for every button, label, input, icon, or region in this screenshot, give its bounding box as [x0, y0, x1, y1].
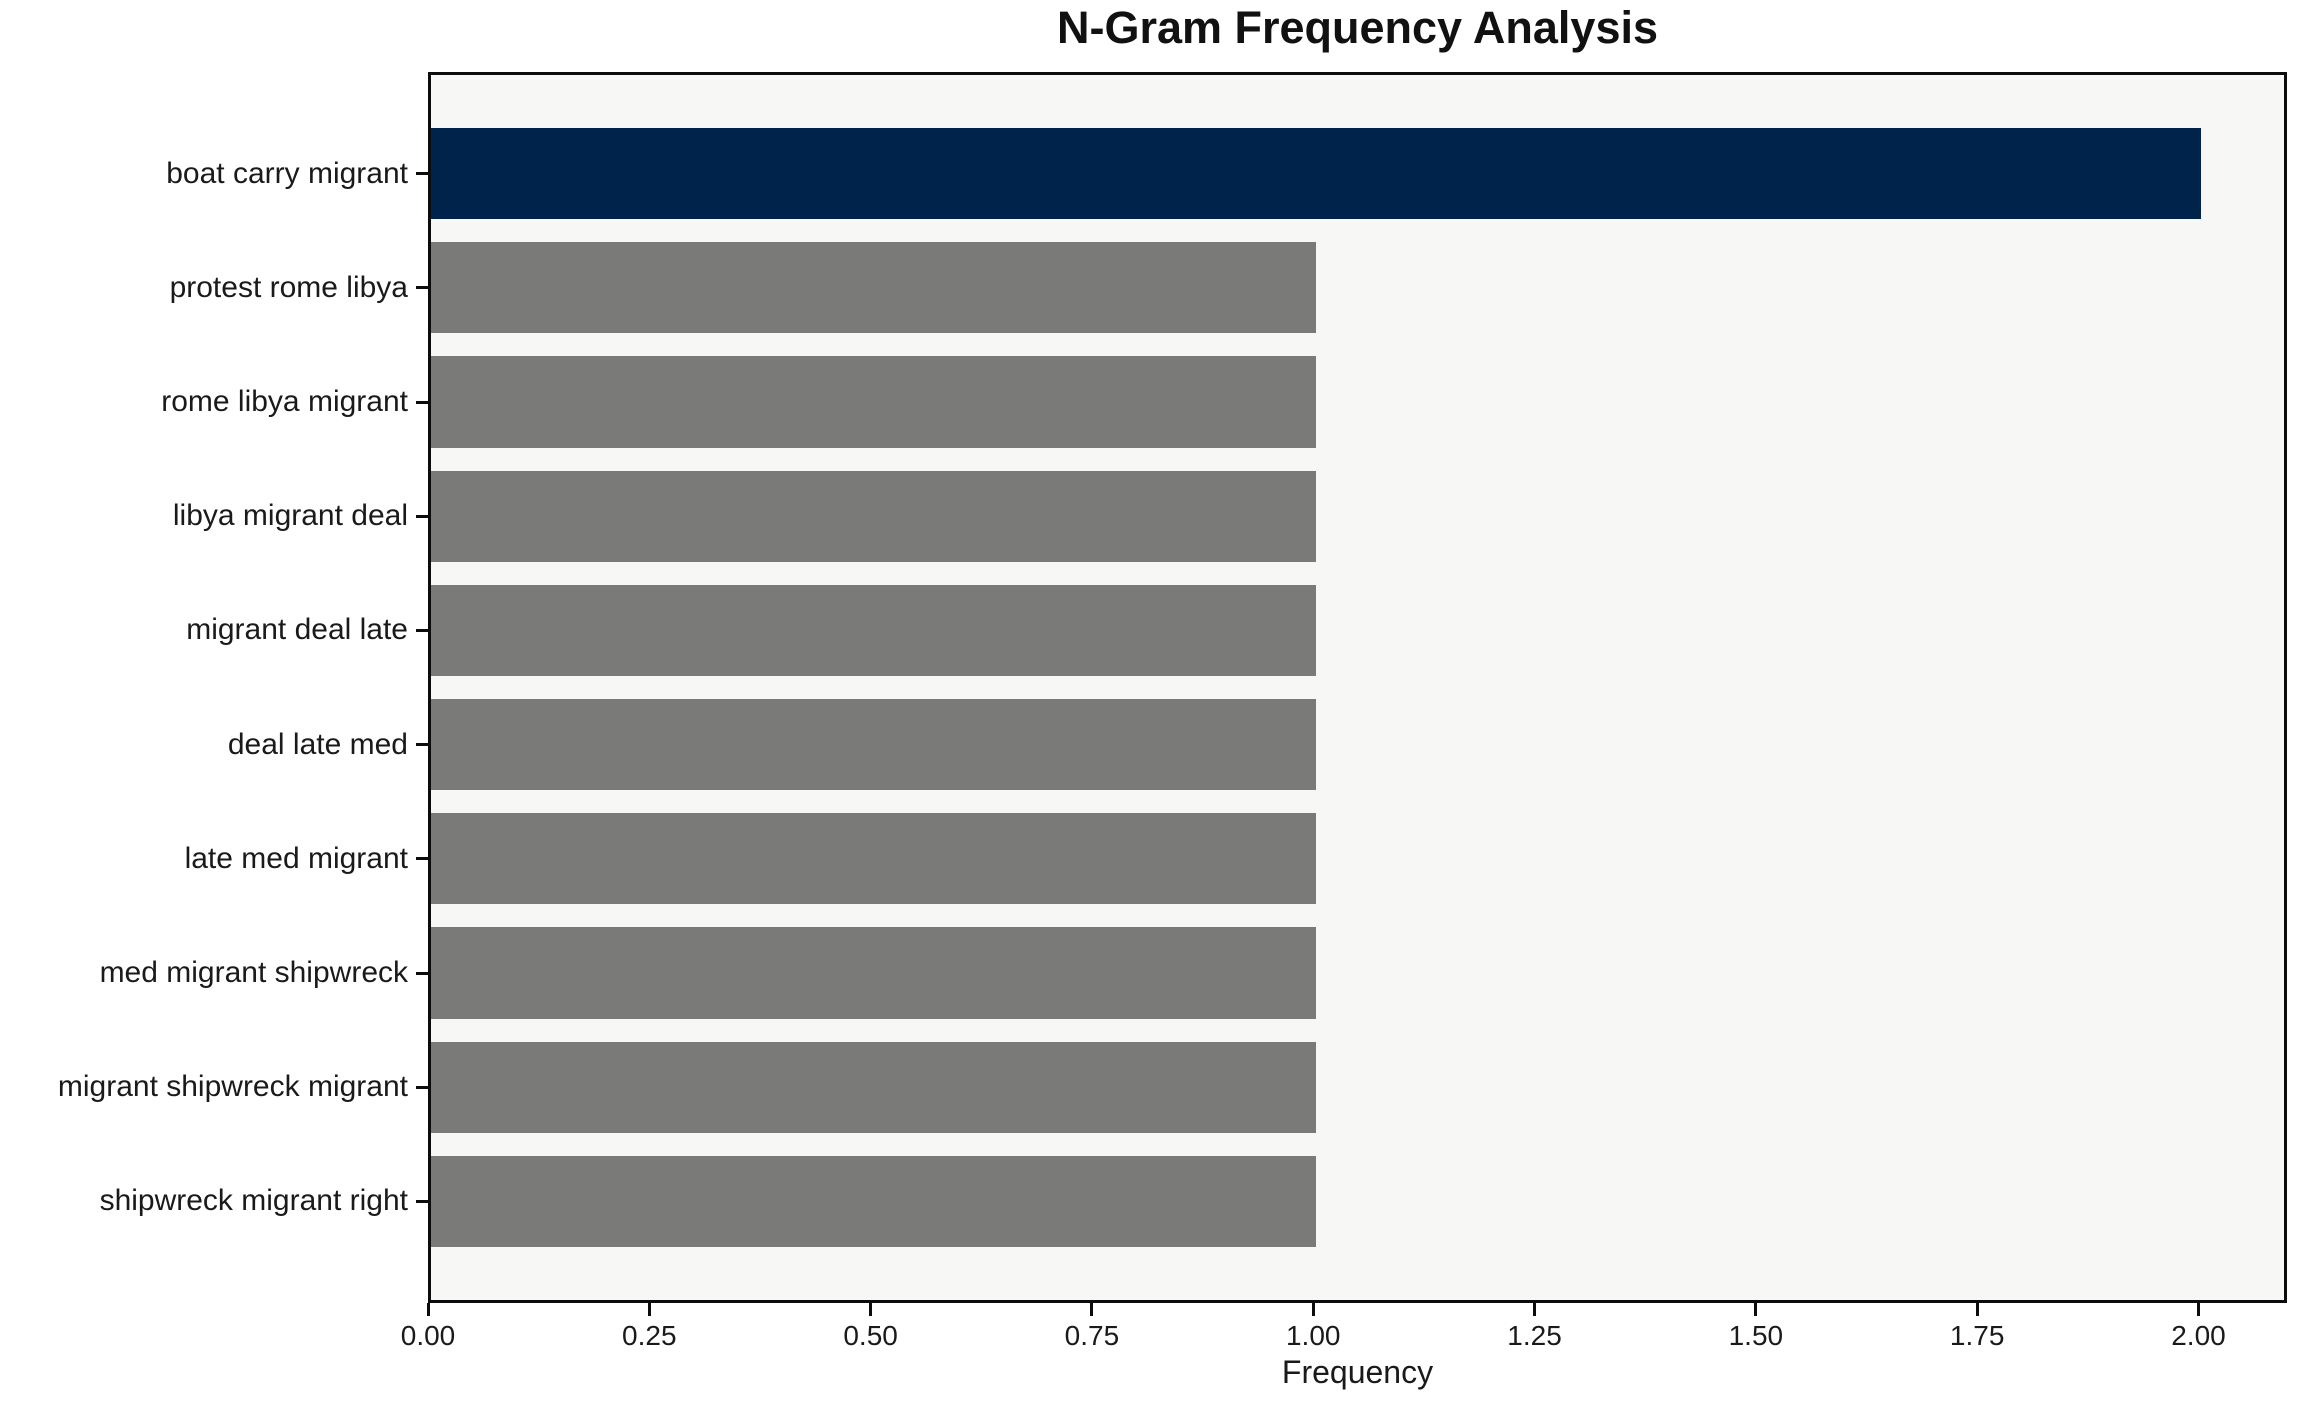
plot-area: [428, 72, 2287, 1303]
y-tick-label: migrant deal late: [186, 613, 408, 647]
y-tick-mark: [416, 1199, 428, 1203]
x-tick-mark: [1311, 1303, 1315, 1316]
x-tick-label: 0.25: [622, 1320, 677, 1351]
x-tick-label: 1.75: [1949, 1320, 2005, 1351]
y-tick-mark: [416, 1085, 428, 1089]
y-tick-label: rome libya migrant: [161, 385, 408, 418]
x-tick-label: 1.50: [1728, 1320, 1784, 1351]
y-tick-mark: [416, 172, 428, 176]
bar-med-migrant-shipwreck: [431, 927, 1317, 1019]
y-tick-mark: [416, 743, 428, 747]
x-tick-label: 0.50: [843, 1320, 898, 1351]
bar-shipwreck-migrant-right: [431, 1155, 1317, 1248]
y-tick-mark: [416, 628, 428, 632]
x-tick-mark: [1975, 1303, 1979, 1316]
y-tick-label: protest rome libya: [169, 270, 408, 304]
y-tick-label: med migrant shipwreck: [99, 956, 408, 989]
x-tick-mark: [1754, 1303, 1758, 1316]
bar-late-med-migrant: [431, 813, 1317, 905]
x-axis-title: Frequency: [1281, 1354, 1434, 1390]
chart-title: N-Gram Frequency Analysis: [1056, 2, 1659, 53]
x-tick-mark: [2196, 1303, 2200, 1316]
x-tick-mark: [1090, 1303, 1094, 1316]
y-tick-mark: [416, 286, 428, 290]
bar-migrant-deal-late: [431, 584, 1317, 677]
bar-protest-rome-libya: [431, 242, 1317, 334]
y-tick-label: boat carry migrant: [166, 156, 408, 190]
x-tick-label: 2.00: [2171, 1320, 2226, 1351]
y-tick-mark: [416, 857, 428, 861]
x-tick-label: 0.00: [400, 1320, 456, 1351]
y-tick-mark: [416, 971, 428, 975]
y-tick-label: shipwreck migrant right: [99, 1184, 408, 1218]
x-tick-label: 1.00: [1285, 1320, 1341, 1351]
x-tick-mark: [426, 1303, 430, 1316]
y-tick-label: libya migrant deal: [172, 499, 408, 533]
bar-deal-late-med: [431, 698, 1317, 791]
y-tick-mark: [416, 400, 428, 404]
bar-rome-libya-migrant: [431, 356, 1317, 448]
x-tick-mark: [1533, 1303, 1537, 1316]
y-tick-label: deal late med: [227, 727, 408, 761]
y-tick-mark: [416, 514, 428, 518]
y-tick-label: late med migrant: [184, 841, 408, 875]
x-tick-label: 0.75: [1064, 1320, 1120, 1351]
x-tick-mark: [869, 1303, 873, 1316]
x-tick-label: 1.25: [1507, 1320, 1562, 1351]
bar-migrant-shipwreck-migrant: [431, 1041, 1317, 1133]
y-tick-label: migrant shipwreck migrant: [57, 1070, 408, 1104]
bar-libya-migrant-deal: [431, 470, 1317, 562]
x-tick-mark: [647, 1303, 651, 1316]
bar-boat-carry-migrant: [431, 127, 2202, 220]
